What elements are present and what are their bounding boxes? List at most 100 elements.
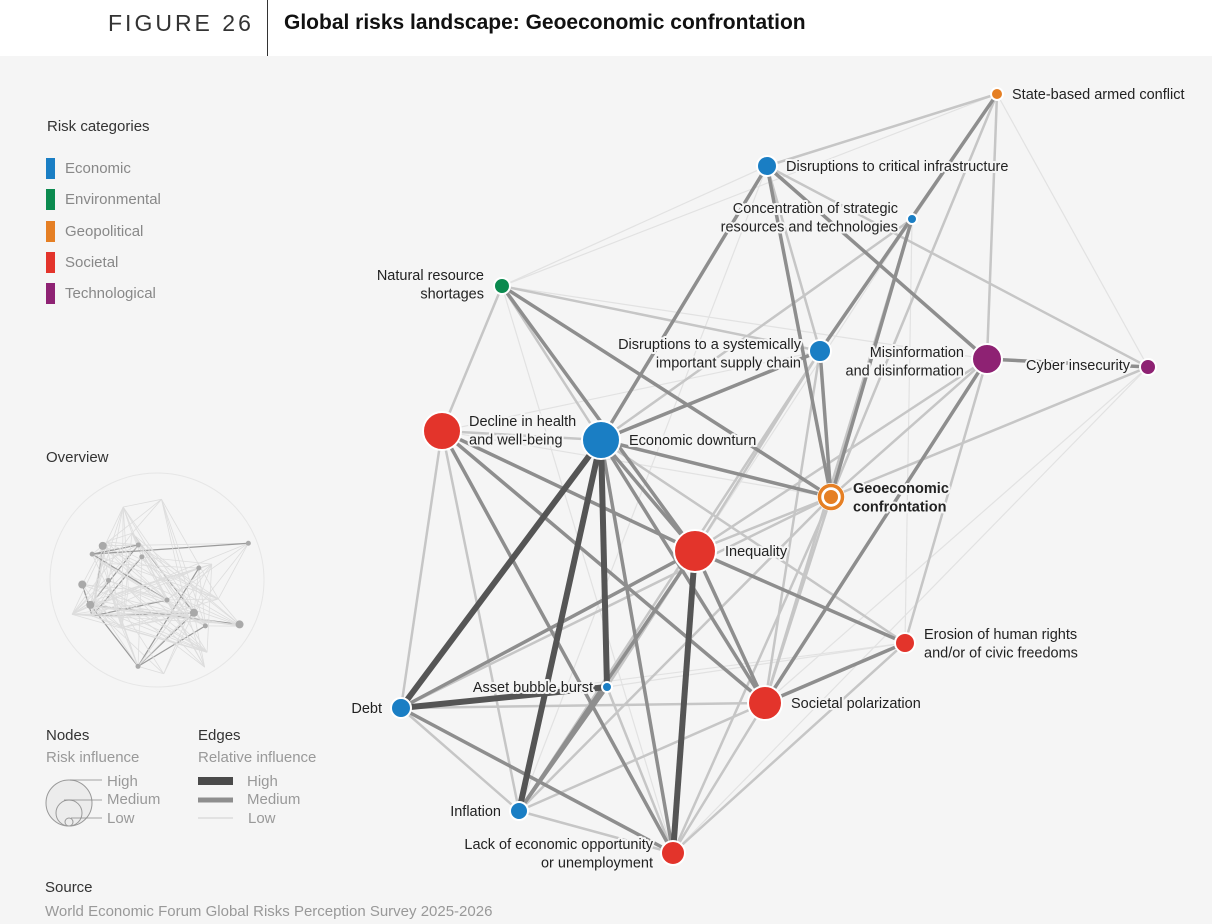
node-label: Debt xyxy=(351,701,382,717)
category-swatch xyxy=(46,283,55,305)
node-ineq[interactable]: Inequality xyxy=(673,529,790,573)
edge-downturn-ineq xyxy=(599,438,697,553)
overview-edge xyxy=(131,499,162,534)
edge-natres-supply xyxy=(501,284,821,353)
edge-inflation-lack xyxy=(518,809,674,855)
node-infra[interactable]: Disruptions to critical infrastructure xyxy=(756,155,1010,177)
node-inflation[interactable]: Inflation xyxy=(448,801,529,822)
edge-level-high: High xyxy=(247,773,278,790)
edge-conc-downturn xyxy=(600,217,913,442)
overview-edge xyxy=(71,588,129,615)
edge-infra-misinfo xyxy=(765,164,989,361)
overview-edge xyxy=(108,580,242,627)
node-label: and well-being xyxy=(469,433,563,449)
node-erosion[interactable]: Erosion of human rights and/or of civic f… xyxy=(894,625,1080,664)
overview-edge xyxy=(93,506,124,601)
edge-geo-ineq xyxy=(694,495,832,553)
overview-edge xyxy=(71,544,139,615)
edge-cyber-polar xyxy=(764,366,1149,704)
edge-inflation-asset xyxy=(517,685,609,813)
edge-erosion-lack xyxy=(672,642,906,854)
edge-ineq-erosion xyxy=(694,549,906,645)
figure-title: Global risks landscape: Geoeconomic conf… xyxy=(284,11,806,34)
source-text: World Economic Forum Global Risks Percep… xyxy=(45,903,493,920)
edge-inflation-downturn xyxy=(516,439,604,812)
edge-downturn-asset xyxy=(598,439,610,688)
overview-edge xyxy=(161,499,219,600)
overview-edge xyxy=(91,588,110,607)
overview-node xyxy=(202,623,208,629)
edge-downturn-lack xyxy=(599,439,675,854)
node-label: confrontation xyxy=(853,500,946,516)
edge-natres-misinfo xyxy=(501,285,988,360)
node-size-low-icon xyxy=(64,817,74,827)
edge-state-natres xyxy=(501,93,998,287)
category-label: Societal xyxy=(65,253,119,271)
header-divider xyxy=(267,0,268,56)
node-geo[interactable]: Geoeconomic confrontation xyxy=(817,479,951,518)
overview-node xyxy=(139,554,145,560)
node-natres[interactable]: Natural resource shortages xyxy=(375,266,511,305)
edge-infra-natres xyxy=(501,165,768,287)
category-swatch xyxy=(46,220,55,242)
edge-level-medium: Medium xyxy=(247,791,301,808)
category-economic: Economic xyxy=(46,158,131,179)
node-misinfo[interactable]: Misinformation and disinformation xyxy=(844,343,1003,382)
node-supply[interactable]: Disruptions to a systemically important s… xyxy=(616,335,832,374)
overview-node xyxy=(245,540,251,546)
risk-categories-title: Risk categories xyxy=(47,118,150,135)
node-cyber[interactable]: Cyber insecurity xyxy=(1024,356,1157,376)
overview-boundary xyxy=(49,472,265,688)
node-downturn[interactable]: Economic downturn xyxy=(581,420,758,460)
category-label: Economic xyxy=(65,160,131,177)
edge-debt-ineq xyxy=(400,549,696,710)
overview-edge xyxy=(93,599,122,628)
edge-infra-supply xyxy=(765,165,822,352)
overview-edge xyxy=(106,541,168,601)
edge-misinfo-cyber xyxy=(986,357,1149,369)
overview-edge xyxy=(111,595,205,668)
overview-node xyxy=(89,551,95,557)
overview-edge xyxy=(166,599,205,668)
category-label: Geopolitical xyxy=(65,222,144,240)
node-label: and disinformation xyxy=(846,364,965,380)
edge-cyber-lack xyxy=(672,366,1149,854)
overview-edge xyxy=(198,567,206,626)
node-label: Asset bubble burst xyxy=(473,680,593,696)
node-label: Concentration of strategic xyxy=(733,201,898,217)
node-state[interactable]: State-based armed conflict xyxy=(990,85,1186,105)
edge-cyber-geo xyxy=(830,365,1149,499)
category-swatch xyxy=(46,251,55,273)
node-asset[interactable]: Asset bubble burst xyxy=(471,678,613,698)
overview-edge xyxy=(121,533,133,628)
node-polar[interactable]: Societal polarization xyxy=(747,685,923,721)
overview-edge xyxy=(131,533,208,653)
nodes-legend-subtitle: Risk influence xyxy=(46,749,140,766)
edge-debt-inflation xyxy=(400,707,520,812)
edge-polar-debt xyxy=(400,701,766,710)
overview-edge xyxy=(122,506,189,616)
overview-edge xyxy=(93,541,107,601)
edge-polar-lack xyxy=(671,702,767,854)
edge-misinfo-polar xyxy=(763,358,989,704)
overview-edge xyxy=(106,541,219,600)
node-debt[interactable]: Debt xyxy=(349,697,412,719)
edge-polar-erosion xyxy=(764,641,906,705)
overview-edge xyxy=(131,533,189,616)
node-label: Disruptions to critical infrastructure xyxy=(786,159,1008,175)
overview-node xyxy=(235,620,244,629)
overview-edge xyxy=(92,599,168,617)
overview-edge xyxy=(108,588,139,667)
category-technological: Technological xyxy=(46,283,156,305)
node-label: Inflation xyxy=(450,804,501,820)
edges-legend-subtitle: Relative influence xyxy=(198,749,317,766)
node-label: Disruptions to a systemically xyxy=(618,337,802,353)
edge-misinfo-geo xyxy=(830,358,988,498)
edge-infra-downturn xyxy=(599,165,769,441)
overview-edge xyxy=(71,580,109,615)
edge-health-downturn xyxy=(441,429,602,442)
edge-natres-lack xyxy=(501,285,674,854)
node-health[interactable]: Decline in health and well-being xyxy=(422,411,578,451)
node-conc[interactable]: Concentration of strategic resources and … xyxy=(719,199,918,238)
node-lack[interactable]: Lack of economic opportunity or unemploym… xyxy=(462,835,686,874)
